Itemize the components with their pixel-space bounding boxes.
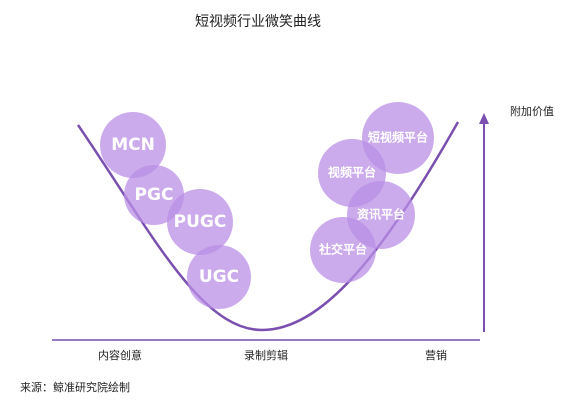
stage-label: 内容创意 [98,348,142,362]
node-label: 资讯平台 [357,207,405,222]
stage-label: 录制剪辑 [244,348,288,362]
bubble [124,165,184,225]
bubble [100,112,166,178]
node-label: 社交平台 [318,242,367,257]
bubble [187,245,251,309]
node-label: 视频平台 [328,165,376,180]
node-label: 短视频平台 [368,130,428,145]
source: 来源：鲸准研究院绘制 [20,380,130,394]
title: 短视频行业微笑曲线 [195,14,321,30]
bubble [310,217,376,283]
stage-label: 营销 [425,348,447,362]
node-label: UGC [199,267,239,287]
node-label: PGC [135,185,174,205]
axis-arrow [479,113,489,124]
node-label: MCN [111,135,155,155]
y-axis-label: 附加价值 [510,104,554,118]
bubble [167,189,233,255]
node-label: PUGC [174,212,227,232]
